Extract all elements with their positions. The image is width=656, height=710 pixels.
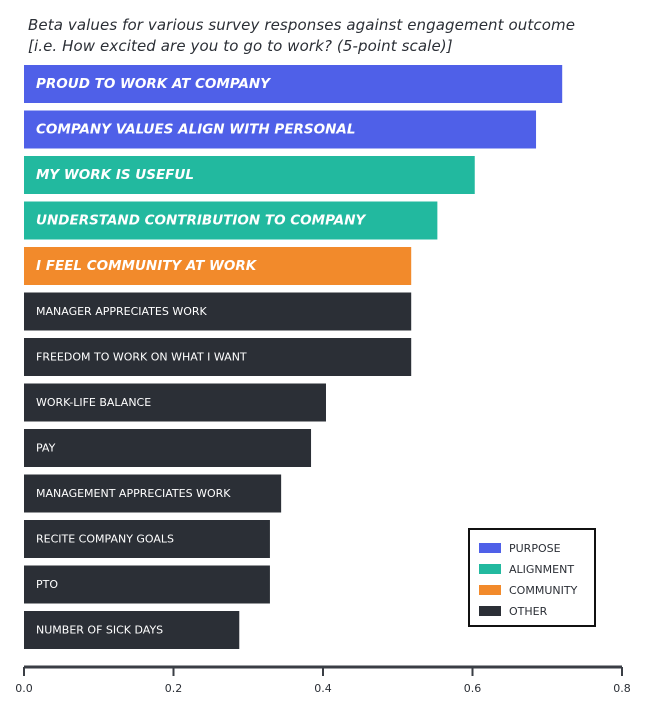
bar-11	[24, 520, 270, 558]
legend: PURPOSE ALIGNMENT COMMUNITY OTHER	[468, 528, 596, 627]
bar-12	[24, 565, 270, 604]
bar-label-9: PAY	[36, 442, 56, 455]
x-tick-label-2: 0.2	[165, 682, 183, 695]
bar-7	[24, 338, 412, 376]
bar-label-5: I FEEL COMMUNITY AT WORK	[36, 258, 258, 274]
legend-swatch-other	[479, 606, 501, 616]
bar-label-4: UNDERSTAND CONTRIBUTION TO COMPANY	[36, 213, 366, 229]
bar-3	[24, 156, 475, 194]
bar-1	[24, 65, 563, 103]
legend-label-other: OTHER	[509, 604, 548, 618]
bar-2	[24, 110, 537, 149]
bar-label-10: MANAGEMENT APPRECIATES WORK	[36, 487, 231, 500]
bar-label-6: MANAGER APPRECIATES WORK	[36, 305, 207, 318]
legend-swatch-purpose	[479, 543, 501, 553]
legend-item-purpose: PURPOSE	[479, 541, 561, 555]
legend-label-alignment: ALIGNMENT	[509, 562, 575, 576]
bar-label-3: MY WORK IS USEFUL	[36, 167, 194, 183]
bar-8	[24, 383, 326, 422]
bar-9	[24, 429, 312, 467]
legend-label-purpose: PURPOSE	[509, 541, 561, 555]
chart-title: Beta values for various survey responses…	[28, 16, 576, 34]
bar-4	[24, 201, 438, 240]
bar-6	[24, 292, 412, 331]
legend-swatch-alignment	[479, 564, 501, 574]
legend-swatch-community	[479, 585, 501, 595]
bar-label-1: PROUD TO WORK AT COMPANY	[36, 76, 271, 92]
x-tick-label-3: 0.4	[314, 682, 332, 695]
bar-label-11: RECITE COMPANY GOALS	[36, 533, 174, 546]
bar-label-8: WORK-LIFE BALANCE	[36, 396, 151, 409]
bar-label-7: FREEDOM TO WORK ON WHAT I WANT	[36, 351, 247, 364]
bar-10	[24, 474, 282, 513]
legend-item-other: OTHER	[479, 604, 547, 618]
x-tick-label-5: 0.8	[613, 682, 631, 695]
bar-label-12: PTO	[36, 578, 58, 591]
legend-item-alignment: ALIGNMENT	[479, 562, 574, 576]
x-tick-label-1: 0.0	[15, 682, 33, 695]
bar-13	[24, 611, 240, 649]
x-tick-label-4: 0.6	[464, 682, 482, 695]
chart-subtitle: [i.e. How excited are you to go to work?…	[28, 37, 453, 55]
legend-label-community: COMMUNITY	[509, 583, 578, 597]
bar-5	[24, 247, 412, 285]
bar-label-2: COMPANY VALUES ALIGN WITH PERSONAL	[36, 122, 355, 138]
legend-item-community: COMMUNITY	[479, 583, 577, 597]
bar-label-13: NUMBER OF SICK DAYS	[36, 624, 163, 637]
